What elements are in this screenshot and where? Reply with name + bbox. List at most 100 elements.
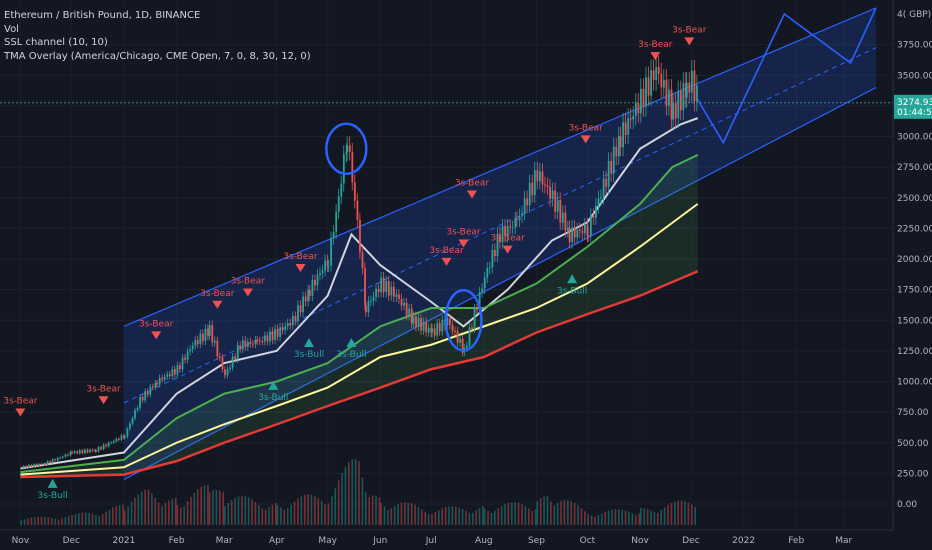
candle-body <box>102 444 105 450</box>
candle-body <box>73 451 76 454</box>
volume-bar <box>577 505 579 525</box>
volume-bar <box>171 498 174 525</box>
volume-bar <box>247 497 250 525</box>
candle-body <box>61 456 64 458</box>
candle-body <box>321 270 324 274</box>
candle-body <box>179 365 181 370</box>
volume-bar <box>390 508 393 525</box>
candle-body <box>286 323 289 327</box>
candle-body <box>299 305 302 313</box>
volume-bar <box>179 507 182 525</box>
candle-body <box>319 273 321 275</box>
candle-body <box>390 286 393 296</box>
candle-body <box>382 277 385 292</box>
time-tick-label: Feb <box>169 536 185 546</box>
volume-bar <box>324 504 326 525</box>
candle-body <box>335 211 338 233</box>
bull-triangle-icon <box>303 338 314 347</box>
channel-lower-line <box>123 86 877 481</box>
candle-body <box>431 328 434 333</box>
candle-body <box>556 199 559 212</box>
candle-body <box>54 459 57 461</box>
candle-body <box>372 296 375 301</box>
volume-bar <box>84 512 87 525</box>
volume-bar <box>105 511 107 525</box>
volume-bar <box>680 500 683 525</box>
candle-body <box>573 227 576 238</box>
candle-body <box>491 249 494 268</box>
volume-bar <box>638 513 640 525</box>
candle-body <box>97 447 100 452</box>
price-tick-label: 1250.00 <box>897 347 932 357</box>
volume-bar <box>57 519 60 525</box>
candle-body <box>261 341 264 343</box>
bear-triangle-icon <box>212 300 223 309</box>
candle-body <box>110 442 113 444</box>
candle-body <box>446 318 449 326</box>
volume-bar <box>219 490 221 525</box>
candle-body <box>276 328 279 337</box>
candle-body <box>314 280 316 286</box>
candle-body <box>234 356 237 360</box>
candle-body <box>536 170 539 182</box>
candle-body <box>30 464 33 467</box>
candle-body <box>141 396 144 401</box>
volume-bar <box>553 505 556 525</box>
indicator-ssl[interactable]: SSL channel (10, 10) <box>4 37 108 48</box>
price-tick-label: 750.00 <box>897 408 929 418</box>
candle-body <box>33 464 35 467</box>
bull-label: 3s-Bull <box>258 393 288 403</box>
candle-body <box>112 441 115 443</box>
volume-bar <box>482 506 484 525</box>
candle-body <box>224 369 226 376</box>
candle-body <box>365 305 367 313</box>
volume-bar <box>604 511 606 525</box>
candle-body <box>144 391 147 401</box>
candle-body <box>587 235 590 237</box>
volume-bar <box>203 485 206 525</box>
volume-bar <box>536 501 539 525</box>
candle-body <box>624 122 627 135</box>
candle-body <box>40 463 43 465</box>
candle-body <box>351 151 354 183</box>
bull-triangle-icon <box>567 274 578 284</box>
symbol-line[interactable]: Ethereum / British Pound, 1D, BINANCE <box>4 10 201 21</box>
volume-bar <box>667 504 669 525</box>
projection-path <box>697 7 877 145</box>
bear-triangle-icon <box>441 257 452 266</box>
volume-bar <box>190 496 192 525</box>
bear-label: 3s-Bear <box>672 25 707 35</box>
candle-body <box>213 340 216 343</box>
candle-body <box>367 301 370 313</box>
volume-bar <box>254 501 257 525</box>
candle-body <box>506 226 509 236</box>
volume-bar <box>33 517 36 525</box>
indicator-vol[interactable]: Vol <box>4 23 19 35</box>
candle-body <box>592 215 595 218</box>
candle-body <box>269 331 271 342</box>
bear-label: 3s-Bear <box>455 179 490 189</box>
volume-bar <box>404 502 406 525</box>
indicator-tma[interactable]: TMA Overlay (America/Chicago, CME Open, … <box>4 50 311 62</box>
volume-bar <box>361 477 364 525</box>
volume-bar <box>365 492 367 525</box>
price-tick-label: 2750.00 <box>897 163 932 173</box>
volume-bar <box>351 459 354 525</box>
volume-bar <box>504 504 506 525</box>
volume-bar <box>687 502 690 525</box>
volume-bar <box>115 506 118 525</box>
candle-body <box>156 383 158 385</box>
volume-bar <box>331 496 333 525</box>
candle-body <box>568 227 571 243</box>
volume-bar <box>261 508 264 525</box>
volume-bar <box>631 513 634 525</box>
candle-body <box>115 438 118 442</box>
currency-label: 4( GBP) <box>897 10 931 20</box>
candle-body <box>208 325 211 336</box>
candle-body <box>281 327 284 331</box>
volume-bar <box>200 486 202 525</box>
volume-bar <box>320 500 323 525</box>
candle-body <box>345 152 348 154</box>
volume-bar <box>465 510 467 525</box>
